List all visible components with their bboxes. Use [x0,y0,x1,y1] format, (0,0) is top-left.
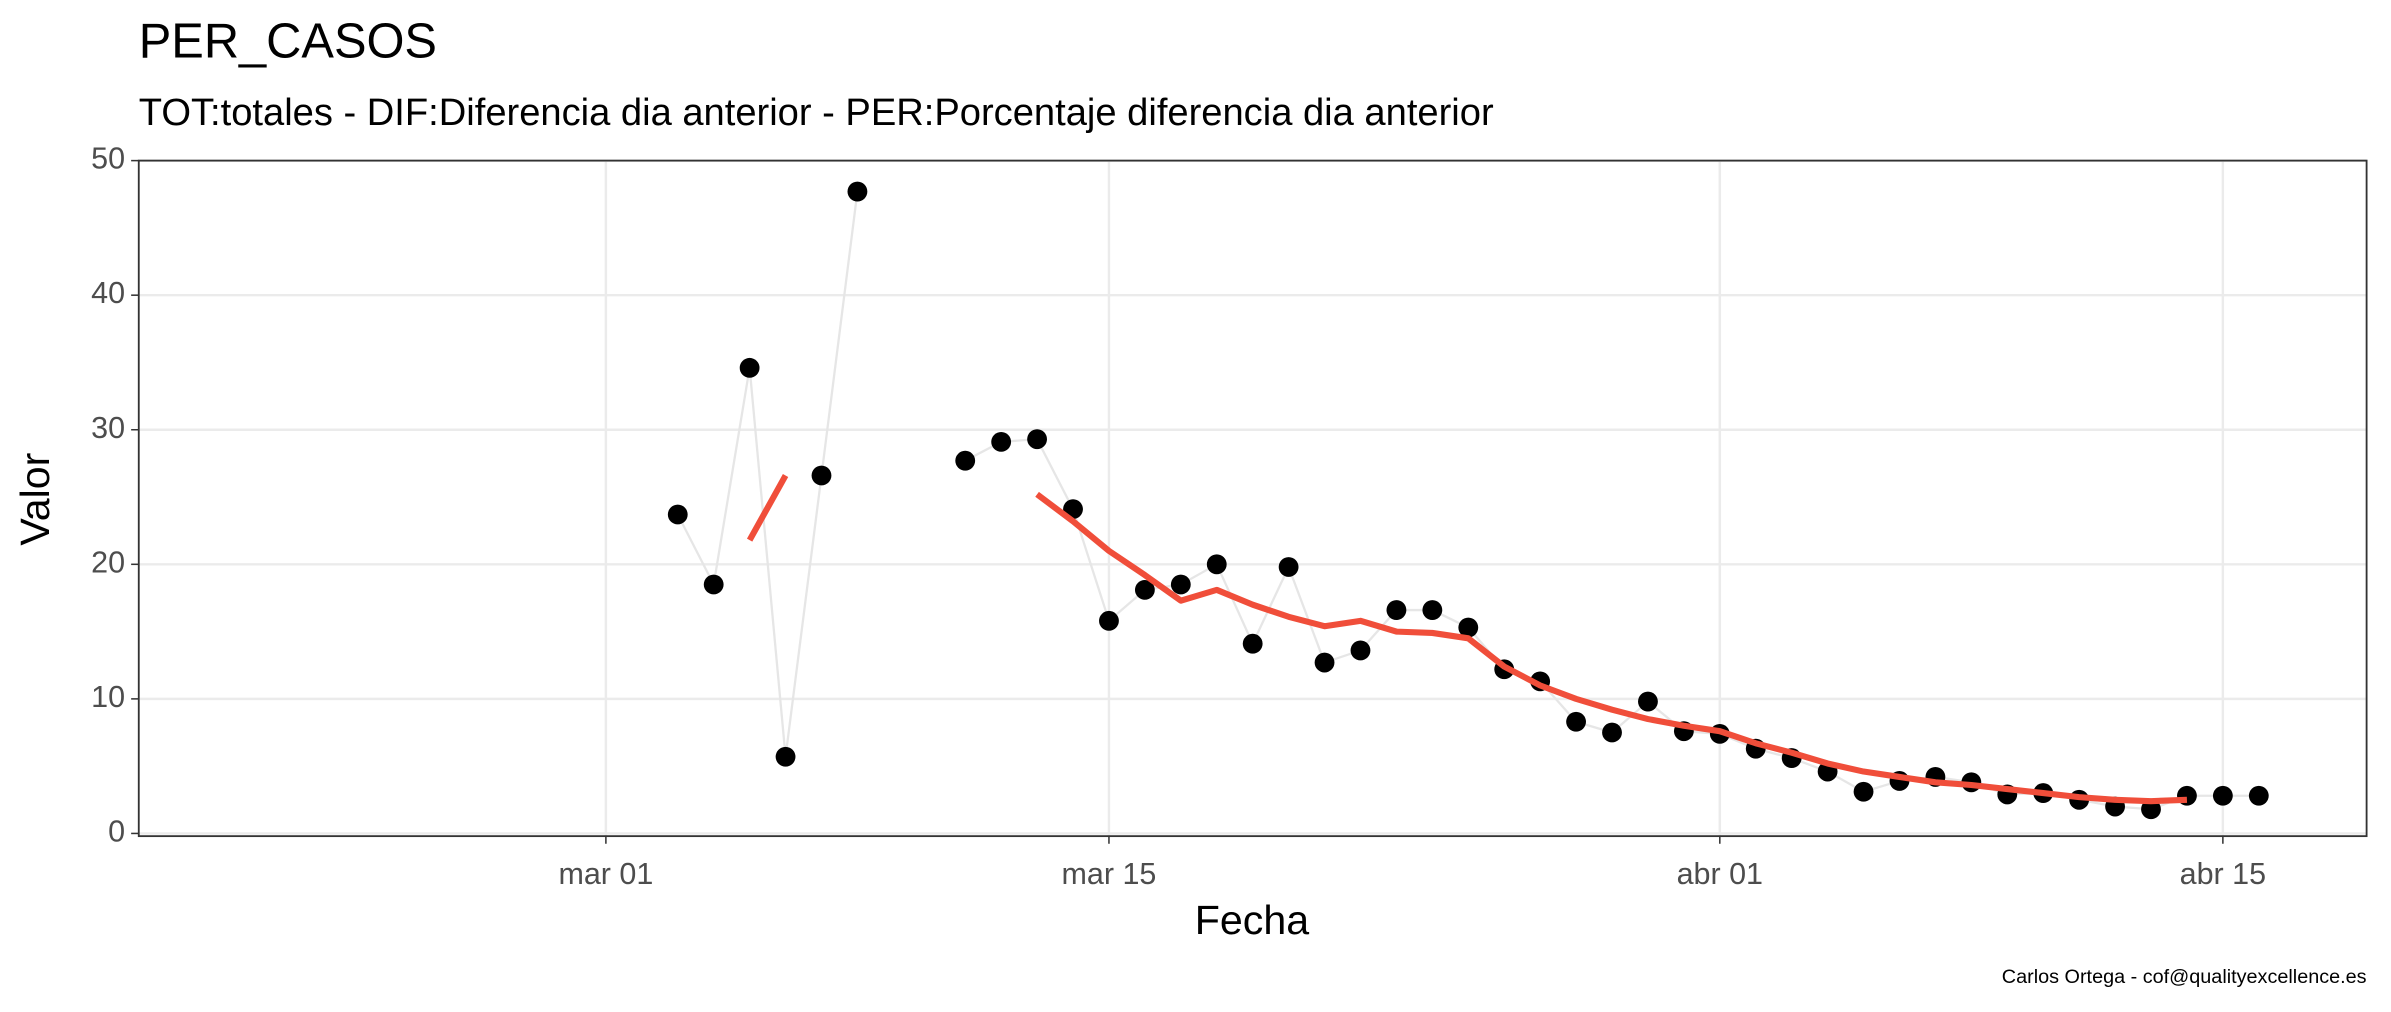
chart-subtitle: TOT:totales - DIF:Diferencia dia anterio… [139,91,1494,134]
y-tick-label: 20 [91,545,125,579]
point [1027,429,1047,450]
x-axis-title: Fecha [1195,897,1309,943]
y-tick-label: 0 [108,814,125,848]
point [1206,554,1227,575]
point [847,181,868,202]
point [955,450,976,471]
chart-title: PER_CASOS [139,15,437,69]
y-tick-label: 40 [91,276,125,310]
point [1602,722,1622,743]
x-tick-label: mar 01 [558,857,653,891]
point [1386,600,1407,620]
point [1566,711,1586,732]
x-tick-label: abr 15 [2180,857,2266,891]
point [1314,652,1335,673]
point [2248,785,2269,806]
y-tick-label: 10 [91,680,125,714]
point [2212,785,2233,806]
point [775,746,796,767]
trend-line [746,474,2188,805]
point [667,504,688,525]
y-axis-title: Valor [12,452,58,545]
point [1350,640,1371,661]
point [1638,691,1658,712]
point [1458,617,1479,638]
point [1278,557,1299,577]
point [1422,600,1443,620]
point [811,465,832,486]
point [2141,799,2161,820]
y-tick-label: 30 [91,411,125,445]
x-tick-label: abr 01 [1677,857,1763,891]
panel-border [137,159,2368,838]
point [991,431,1012,452]
point [1853,781,1874,802]
point [1099,610,1119,631]
caption: Carlos Ortega - cof@qualityexcellence.es [2002,966,2367,988]
point [1134,579,1155,600]
point [1170,574,1191,595]
point [1242,633,1263,654]
y-tick-label: 50 [91,142,125,176]
point [739,357,760,378]
x-tick-label: mar 15 [1062,857,1157,891]
point [703,574,724,595]
